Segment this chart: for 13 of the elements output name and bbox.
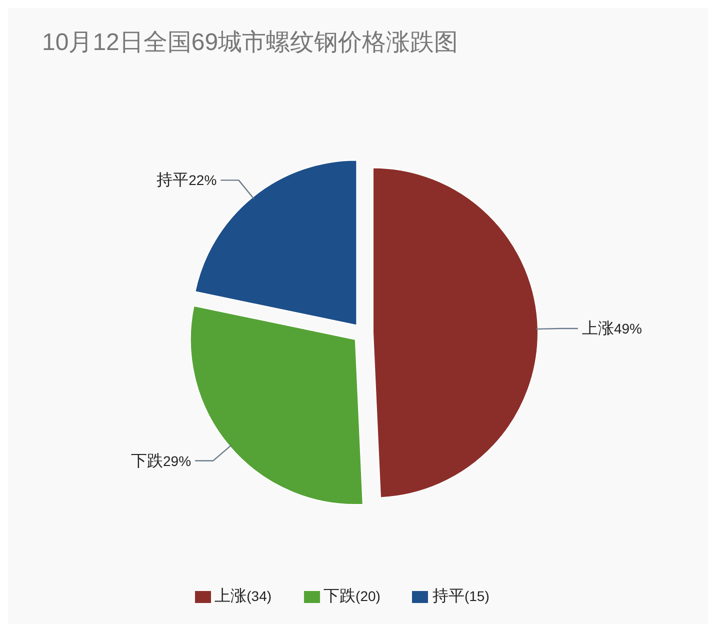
data-label: (20) [356, 588, 380, 604]
slice-label: 下跌 [131, 452, 164, 470]
text: 22% [188, 172, 217, 188]
slice-label: 上涨 [582, 319, 614, 338]
legend-label: 持平 [432, 588, 464, 605]
slice-label: 持平 [156, 170, 189, 189]
legend-label: 上涨 [214, 588, 247, 605]
data-label: (34) [246, 588, 272, 604]
legend-label: 下跌 [324, 588, 356, 605]
data-label: (15) [464, 588, 490, 604]
text: 29% [163, 452, 192, 469]
text: 49% [614, 320, 642, 337]
chart-title: 10月12日全国69城市螺纹钢价格涨跌图 [42, 28, 458, 58]
